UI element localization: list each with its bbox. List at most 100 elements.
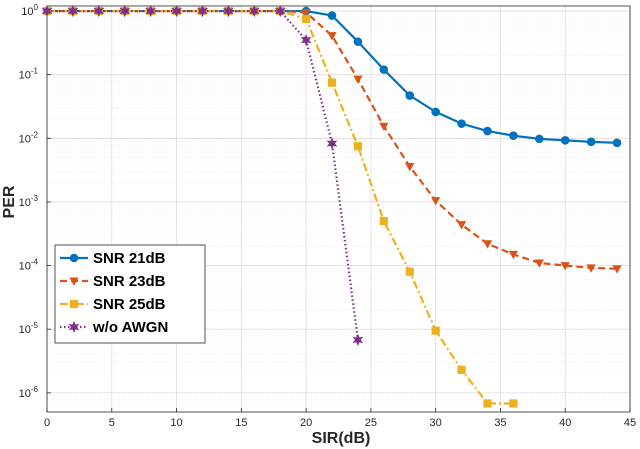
- data-point: [248, 4, 260, 18]
- data-point: [171, 4, 182, 18]
- data-point: [560, 136, 570, 145]
- y-tick-label: 10-4: [19, 258, 39, 273]
- y-tick-base: 10: [19, 324, 31, 336]
- data-point: [353, 75, 363, 84]
- data-point: [431, 326, 440, 335]
- y-tick-exponent: -3: [31, 194, 39, 203]
- y-tick-base: 10: [19, 197, 31, 209]
- x-tick-label: 0: [44, 417, 50, 429]
- legend-marker: [69, 277, 79, 286]
- data-point: [327, 32, 337, 41]
- x-tick-label: 5: [109, 417, 115, 429]
- y-tick-label: 10-1: [19, 67, 39, 82]
- data-point: [431, 197, 441, 206]
- data-point: [457, 365, 466, 374]
- data-point: [353, 142, 363, 151]
- y-tick-base: 10: [19, 261, 31, 273]
- legend-label: SNR 23dB: [93, 273, 166, 290]
- y-tick-exponent: -4: [31, 258, 39, 267]
- data-point: [560, 262, 570, 271]
- data-point: [326, 137, 338, 150]
- data-point: [93, 4, 105, 18]
- legend-label: SNR 21dB: [93, 250, 166, 267]
- data-point: [586, 264, 596, 273]
- data-point: [327, 78, 337, 87]
- data-point: [457, 119, 466, 128]
- legend-marker: [68, 320, 80, 334]
- data-point: [482, 240, 493, 249]
- data-point: [612, 265, 622, 274]
- data-point: [197, 4, 208, 18]
- y-tick-label: 100: [21, 3, 38, 18]
- y-tick-exponent: -2: [31, 130, 39, 139]
- data-point: [379, 65, 389, 74]
- y-tick-label: 10-5: [19, 321, 39, 336]
- plot-area-frame: [46, 5, 631, 413]
- y-tick-label: 10-6: [19, 385, 39, 400]
- data-point: [509, 131, 518, 140]
- legend-marker: [69, 299, 79, 309]
- x-tick-label: 10: [170, 417, 182, 429]
- data-point: [586, 137, 596, 147]
- data-point: [300, 33, 312, 47]
- data-point: [405, 267, 414, 276]
- data-point: [41, 4, 53, 18]
- data-point: [274, 4, 286, 18]
- x-axis-title: SIR(dB): [312, 430, 371, 447]
- series-line: [47, 9, 618, 144]
- x-tick-label: 30: [430, 417, 442, 429]
- data-point: [145, 4, 157, 18]
- data-point: [483, 399, 492, 408]
- data-point: [119, 4, 131, 18]
- legend: SNR 21dB SNR 23dB SNR 25dB w/o AWGN: [54, 244, 206, 344]
- data-point: [67, 4, 79, 18]
- grid: [46, 6, 631, 413]
- y-tick-exponent: -5: [31, 321, 39, 330]
- series-snr-21db: [42, 6, 622, 148]
- data-point: [509, 399, 518, 408]
- data-point: [456, 221, 467, 230]
- legend-box: [54, 244, 206, 344]
- data-point: [405, 163, 415, 172]
- data-point: [379, 216, 388, 226]
- data-point: [353, 37, 363, 46]
- data-point: [405, 91, 415, 100]
- data-point: [302, 14, 311, 24]
- data-point: [327, 11, 337, 20]
- x-axis: 0 5 10 15 20 25 30 35 40 45: [44, 408, 636, 429]
- data-point: [508, 250, 519, 260]
- y-tick-base: 10: [21, 6, 33, 18]
- y-axis-title: PER: [1, 185, 18, 218]
- y-tick-base: 10: [19, 133, 31, 145]
- data-point: [535, 134, 544, 144]
- data-point: [222, 4, 234, 18]
- data-point: [379, 122, 389, 132]
- data-point: [612, 138, 622, 148]
- y-tick-label: 10-3: [19, 194, 39, 209]
- y-tick-base: 10: [19, 70, 31, 82]
- series-snr-25db: [42, 6, 518, 408]
- y-tick-exponent: 0: [34, 3, 39, 12]
- y-tick-label: 10-2: [19, 130, 39, 145]
- x-tick-label: 15: [235, 417, 247, 429]
- x-tick-label: 45: [624, 417, 636, 429]
- data-point: [352, 333, 364, 347]
- data-point: [483, 126, 492, 136]
- x-tick-label: 20: [300, 417, 312, 429]
- data-point: [534, 259, 544, 268]
- x-tick-label: 35: [494, 417, 506, 429]
- y-tick-exponent: -1: [31, 67, 39, 76]
- y-tick-exponent: -6: [31, 385, 39, 394]
- data-point: [301, 8, 311, 18]
- series-w-o-awgn: [41, 4, 364, 347]
- legend-label: w/o AWGN: [92, 319, 168, 336]
- y-tick-base: 10: [19, 388, 31, 400]
- series-group: [41, 4, 622, 408]
- data-point: [431, 107, 440, 117]
- x-tick-label: 40: [559, 417, 571, 429]
- legend-label: SNR 25dB: [93, 296, 166, 313]
- x-tick-label: 25: [365, 417, 377, 429]
- legend-marker: [69, 253, 79, 263]
